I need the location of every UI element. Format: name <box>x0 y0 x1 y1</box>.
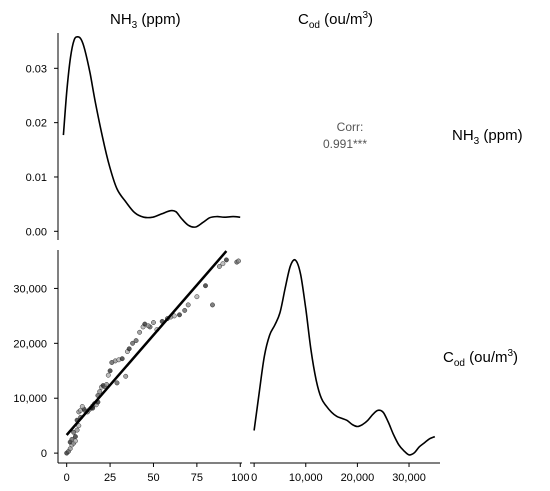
regression-line <box>65 250 228 436</box>
scatter-point <box>72 438 78 444</box>
scatter-point <box>151 320 156 325</box>
nh3-density-panel: 0.00 0.01 0.02 0.03 <box>26 33 241 240</box>
nh3-density-curve <box>62 35 241 228</box>
scatter-point <box>114 380 120 386</box>
scatter-point <box>126 346 132 352</box>
scatter-point <box>79 404 85 409</box>
scatter-point <box>220 261 226 267</box>
scatter-point <box>76 423 82 429</box>
cod-x-tick-label: 20,000 <box>341 472 375 484</box>
corr-value: 0.991*** <box>323 137 367 151</box>
scatter-point <box>177 312 182 318</box>
scatter-point <box>133 338 139 344</box>
scatter-point <box>74 427 80 433</box>
scatter-point <box>119 356 125 362</box>
row-header-nh3: NH3 (ppm) <box>452 127 523 147</box>
scatter-point <box>185 302 191 308</box>
scatter-x-tick-label: 75 <box>191 472 203 484</box>
scatter-panel: 0 10,000 20,000 30,000 0 25 50 75 100 <box>13 250 249 484</box>
cod-density-curve <box>253 258 436 456</box>
row-header-cod: Cod (ou/m3) <box>443 348 518 369</box>
scatter-point <box>107 368 113 374</box>
nh3-y-tick-label: 0.00 <box>26 226 47 238</box>
scatter-point <box>123 373 129 379</box>
scatter-point <box>105 372 111 378</box>
scatter-y-tick-label: 10,000 <box>13 393 47 405</box>
scatter-point <box>216 264 222 269</box>
scatter-point <box>210 302 215 308</box>
cod-density-panel: 0 10,000 20,000 30,000 <box>250 258 440 484</box>
scatter-point <box>194 294 200 300</box>
nh3-y-tick-label: 0.01 <box>26 172 47 184</box>
scatter-point <box>97 389 103 395</box>
scatter-point <box>171 313 177 319</box>
scatter-x-tick-label: 100 <box>231 472 249 484</box>
scatter-point <box>137 329 143 335</box>
scatter-point <box>130 340 136 346</box>
scatter-point <box>182 307 188 313</box>
cod-x-tick-label: 30,000 <box>392 472 426 484</box>
scatter-point <box>72 434 78 440</box>
corr-label: Corr: <box>337 120 364 134</box>
nh3-y-tick-label: 0.03 <box>26 63 47 75</box>
scatter-x-tick-label: 25 <box>104 472 116 484</box>
scatter-point <box>71 429 77 435</box>
scatter-point <box>223 257 229 263</box>
scatter-y-tick-label: 30,000 <box>13 283 47 295</box>
cod-x-tick-label: 10,000 <box>289 472 323 484</box>
cod-x-tick-label: 0 <box>251 472 257 484</box>
nh3-y-tick-label: 0.02 <box>26 118 47 130</box>
scatter-y-tick-label: 20,000 <box>13 338 47 350</box>
scatter-point <box>145 323 151 329</box>
scatter-y-tick-label: 0 <box>41 448 47 460</box>
scatter-point <box>236 258 241 264</box>
scatter-point <box>203 283 208 289</box>
scatter-x-tick-label: 50 <box>147 472 159 484</box>
scatter-x-tick-label: 0 <box>64 472 70 484</box>
scatter-point <box>104 382 110 387</box>
col-header-nh3: NH3 (ppm) <box>110 11 181 31</box>
col-header-cod: Cod (ou/m3) <box>298 10 373 31</box>
